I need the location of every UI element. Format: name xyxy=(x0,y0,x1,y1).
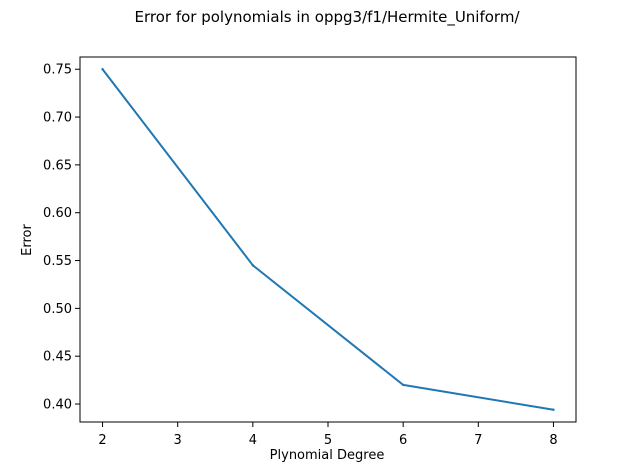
data-point xyxy=(401,383,405,387)
data-point xyxy=(552,408,555,411)
series-segment xyxy=(101,68,254,267)
series-line-0 xyxy=(101,68,555,411)
y-tick-label: 0.50 xyxy=(43,302,72,317)
x-tick-label: 5 xyxy=(324,433,332,448)
y-tick-label: 0.70 xyxy=(43,111,72,126)
series-layer xyxy=(101,68,555,411)
data-point xyxy=(101,68,104,71)
x-tick-label: 3 xyxy=(174,433,182,448)
y-tick-label: 0.40 xyxy=(43,398,72,413)
y-tick-label: 0.65 xyxy=(43,158,72,173)
y-tick-label: 0.55 xyxy=(43,254,72,269)
y-tick-label: 0.45 xyxy=(43,350,72,365)
y-tick-label: 0.75 xyxy=(43,63,72,78)
x-tick-label: 4 xyxy=(249,433,257,448)
data-point xyxy=(251,264,255,267)
x-tick-label: 6 xyxy=(399,433,407,448)
x-axis: 2 3 4 5 6 7 8 xyxy=(98,422,558,448)
y-axis-label: Error xyxy=(20,224,35,256)
x-tick-label: 7 xyxy=(474,433,482,448)
x-axis-label: Plynomial Degree xyxy=(270,448,385,463)
series-segment xyxy=(251,264,405,386)
y-axis: 0.40 0.45 0.50 0.55 0.60 0.65 0.70 0.75 xyxy=(43,63,80,413)
plot-area-frame xyxy=(79,56,577,423)
series-segment xyxy=(402,383,555,411)
x-tick-label: 8 xyxy=(549,433,557,448)
x-tick-label: 2 xyxy=(98,433,106,448)
chart-title: Error for polynomials in oppg3/f1/Hermit… xyxy=(134,8,520,27)
y-tick-label: 0.60 xyxy=(43,206,72,221)
